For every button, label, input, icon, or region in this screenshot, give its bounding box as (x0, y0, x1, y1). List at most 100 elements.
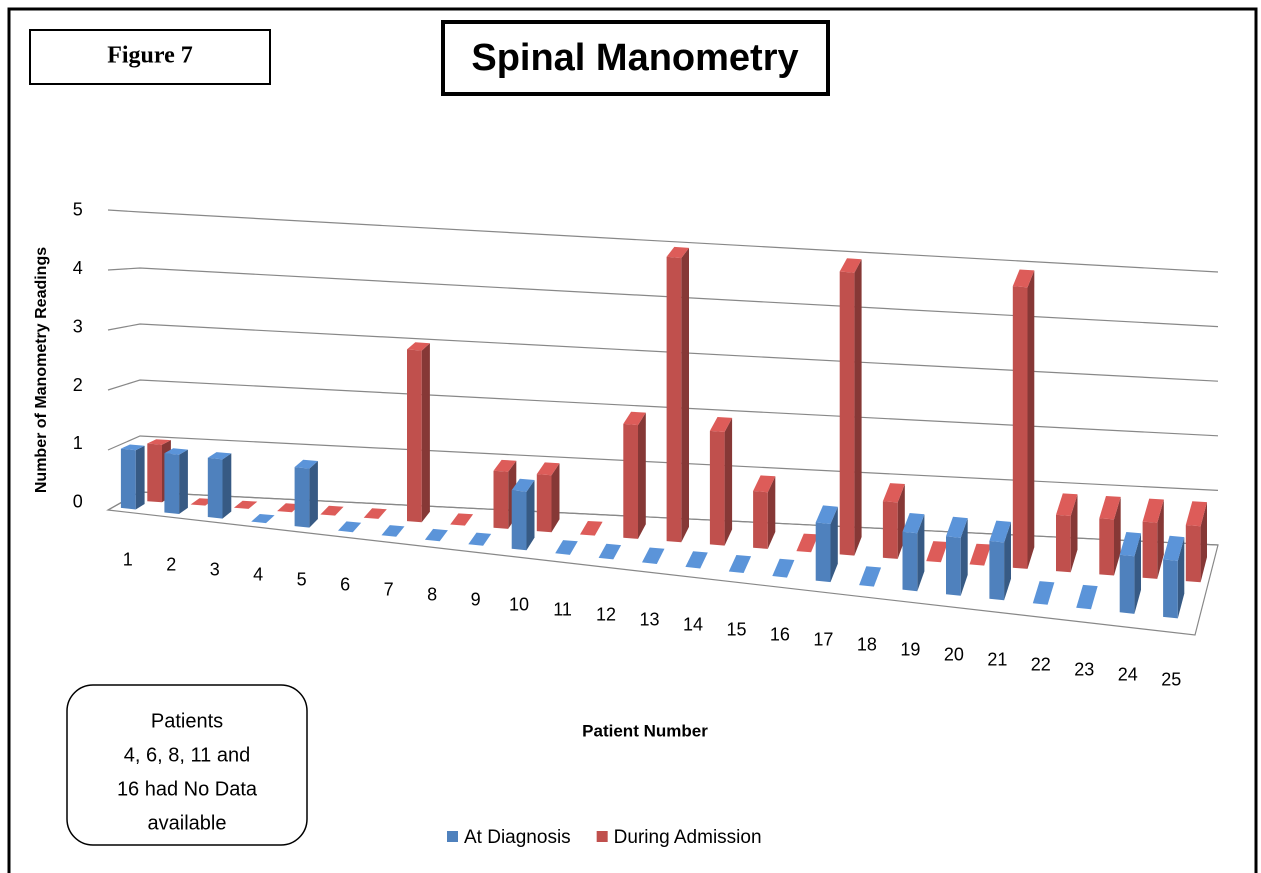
bar-top (772, 558, 795, 578)
note-text: 4, 6, 8, 11 and (124, 744, 250, 766)
bar-front (407, 349, 422, 523)
x-tick-label: 14 (683, 614, 703, 634)
legend-label: At Diagnosis (464, 827, 571, 848)
bar-top (666, 246, 689, 259)
bar (207, 452, 232, 519)
x-tick-label: 5 (297, 569, 307, 589)
bar (598, 543, 622, 560)
bar (728, 555, 752, 573)
x-tick-label: 19 (900, 639, 920, 659)
frame (7, 7, 1258, 873)
bar-top (251, 514, 275, 524)
bar-top (407, 342, 430, 351)
bar-front (882, 501, 898, 559)
x-tick-label: 6 (340, 574, 350, 594)
bar-front (120, 448, 136, 510)
bar (120, 444, 145, 510)
bar (839, 258, 862, 556)
bar (1076, 584, 1098, 610)
bar (1142, 498, 1164, 579)
y-tick-label: 4 (73, 258, 83, 278)
bar-top (598, 543, 622, 560)
bar-side (681, 247, 689, 543)
bar-top (493, 459, 517, 472)
bar (709, 417, 733, 546)
bar-top (120, 444, 145, 451)
bar-front (1185, 525, 1201, 583)
bar-top (623, 411, 646, 426)
bar (1056, 493, 1078, 573)
x-tick-label: 24 (1118, 664, 1138, 684)
bar-side (1004, 521, 1011, 601)
x-tick-label: 8 (427, 584, 437, 604)
x-tick-label: 13 (639, 609, 659, 629)
bar-side (179, 449, 188, 514)
bar-top (839, 258, 862, 273)
note-text: available (148, 812, 227, 834)
bar-front (1099, 518, 1114, 576)
bar-top (1185, 501, 1207, 527)
x-tick-label: 11 (553, 599, 572, 619)
bar-front (536, 474, 552, 533)
y-axis-title: Number of Manometry Readings (33, 247, 50, 493)
bar-top (147, 439, 171, 445)
bar-top (424, 528, 448, 542)
bar (642, 547, 665, 564)
bar-side (638, 412, 646, 539)
bar (859, 566, 882, 587)
bar (251, 514, 275, 524)
bar-top (989, 520, 1011, 543)
bar-side (551, 463, 560, 533)
bar-top (753, 475, 776, 493)
bar (926, 541, 948, 563)
x-tick-label: 23 (1074, 659, 1094, 679)
bar-top (381, 525, 405, 537)
bar-side (1114, 496, 1121, 576)
bar-top (294, 459, 318, 469)
x-tick-label: 7 (384, 579, 394, 599)
bar-side (309, 461, 318, 528)
bar-top (685, 551, 708, 569)
bar-top (1142, 498, 1164, 523)
bar (1119, 532, 1141, 614)
bar-side (1070, 494, 1078, 573)
bar (1185, 501, 1207, 583)
grid-line (107, 267, 1219, 328)
x-tick-label: 4 (253, 564, 263, 584)
legend-swatch (447, 831, 458, 842)
bar-front (623, 423, 638, 539)
bar (381, 525, 405, 537)
bar (796, 533, 819, 553)
bar (946, 516, 968, 596)
bar-top (277, 503, 301, 513)
bar-top (468, 532, 492, 546)
bar-side (1134, 533, 1141, 614)
bar-side (421, 343, 430, 523)
x-tick-label: 10 (509, 594, 529, 614)
bar-front (1163, 559, 1178, 619)
bar (815, 505, 838, 583)
x-tick-label: 12 (596, 604, 616, 624)
legend-label: During Admission (614, 827, 762, 848)
bar-top (233, 500, 258, 509)
bar-top (580, 521, 603, 536)
bar-front (1119, 554, 1135, 614)
bar (450, 513, 474, 526)
bar (772, 558, 795, 578)
bar-top (450, 513, 474, 526)
bar-top (1163, 535, 1185, 561)
bar-front (511, 490, 527, 551)
grid-line (107, 435, 1219, 491)
bar-side (135, 445, 145, 510)
bar-front (294, 467, 310, 528)
bar-top (536, 462, 560, 476)
bar (468, 532, 492, 546)
x-tick-label: 18 (857, 634, 877, 654)
bar-front (666, 256, 682, 543)
bar-top (1012, 269, 1035, 288)
bar-top (969, 543, 992, 566)
bar-front (147, 443, 162, 503)
bar (363, 508, 387, 519)
x-axis-title: Patient Number (582, 721, 708, 740)
bar (969, 543, 992, 566)
